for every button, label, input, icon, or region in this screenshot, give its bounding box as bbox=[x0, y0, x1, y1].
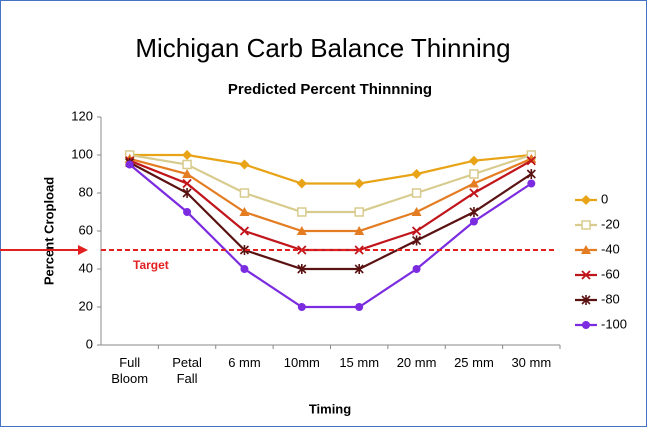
point bbox=[526, 156, 536, 166]
point bbox=[411, 226, 422, 236]
legend-label: -40 bbox=[601, 241, 620, 256]
series-line bbox=[129, 153, 532, 185]
point bbox=[183, 208, 192, 216]
point bbox=[468, 155, 479, 166]
y-tick-label: 100 bbox=[71, 146, 93, 161]
y-tick-label: 60 bbox=[79, 222, 93, 237]
point bbox=[182, 178, 192, 189]
point bbox=[239, 159, 250, 170]
y-tick-label: 40 bbox=[79, 260, 93, 275]
point bbox=[239, 188, 250, 198]
point bbox=[296, 178, 307, 189]
point bbox=[526, 153, 537, 163]
target-arrowhead bbox=[78, 245, 88, 255]
series-line bbox=[129, 153, 532, 214]
point bbox=[239, 226, 250, 236]
legend-label: -100 bbox=[601, 316, 627, 331]
y-tick-label: 20 bbox=[79, 298, 93, 313]
legend-label: -20 bbox=[601, 216, 620, 231]
y-tick-label: 80 bbox=[79, 184, 93, 199]
point bbox=[297, 303, 306, 311]
point bbox=[411, 207, 422, 216]
legend-marker bbox=[581, 220, 591, 230]
legend-marker bbox=[582, 321, 590, 329]
legend-label: -80 bbox=[601, 291, 620, 306]
point bbox=[239, 245, 250, 255]
x-tick-label: 10mm bbox=[283, 355, 320, 370]
series-line bbox=[128, 163, 532, 309]
point bbox=[354, 207, 364, 217]
point bbox=[468, 178, 479, 188]
x-tick-label: 20 mm bbox=[396, 355, 437, 370]
point bbox=[412, 265, 421, 273]
point bbox=[411, 169, 422, 179]
point bbox=[527, 179, 536, 188]
x-tick-label: 15 mm bbox=[339, 355, 380, 370]
point bbox=[296, 226, 307, 235]
y-tick-label: 120 bbox=[71, 108, 93, 123]
legend-marker bbox=[581, 295, 591, 305]
series-line bbox=[129, 157, 532, 233]
series-line bbox=[129, 161, 532, 271]
point bbox=[411, 235, 422, 246]
point bbox=[469, 169, 479, 179]
point bbox=[297, 264, 307, 274]
point bbox=[182, 159, 192, 170]
x-tick-label: 6 mm bbox=[228, 355, 261, 370]
x-tick-label: 30 mm bbox=[511, 355, 552, 370]
legend-marker bbox=[581, 195, 591, 205]
point bbox=[469, 217, 478, 226]
point bbox=[354, 226, 365, 235]
legend-label: 0 bbox=[601, 191, 608, 206]
point bbox=[240, 265, 249, 273]
point bbox=[182, 188, 192, 198]
series-line bbox=[129, 159, 532, 252]
point bbox=[354, 178, 365, 189]
legend-marker bbox=[581, 270, 591, 280]
legend-label: -60 bbox=[601, 266, 620, 281]
chart-subtitle: Predicted Percent Thinnning bbox=[228, 81, 432, 98]
point bbox=[182, 150, 193, 160]
point bbox=[182, 169, 193, 178]
point bbox=[469, 188, 479, 198]
x-tick-label: Full Bloom bbox=[111, 355, 149, 386]
point bbox=[297, 207, 307, 217]
target-label: Target bbox=[133, 258, 169, 272]
y-axis-label: Percent Cropload bbox=[41, 177, 56, 285]
x-axis-label: Timing bbox=[309, 401, 351, 416]
point bbox=[469, 207, 479, 217]
point bbox=[526, 169, 536, 179]
x-tick-label: Petal Fall bbox=[172, 355, 202, 386]
legend-marker bbox=[581, 245, 591, 254]
y-tick-label: 0 bbox=[86, 336, 93, 351]
point bbox=[125, 160, 134, 169]
point bbox=[411, 188, 422, 198]
point bbox=[239, 207, 250, 216]
x-tick-label: 25 mm bbox=[454, 355, 494, 370]
point bbox=[355, 303, 364, 311]
point bbox=[354, 264, 364, 274]
chart-title: Michigan Carb Balance Thinning bbox=[135, 33, 510, 63]
